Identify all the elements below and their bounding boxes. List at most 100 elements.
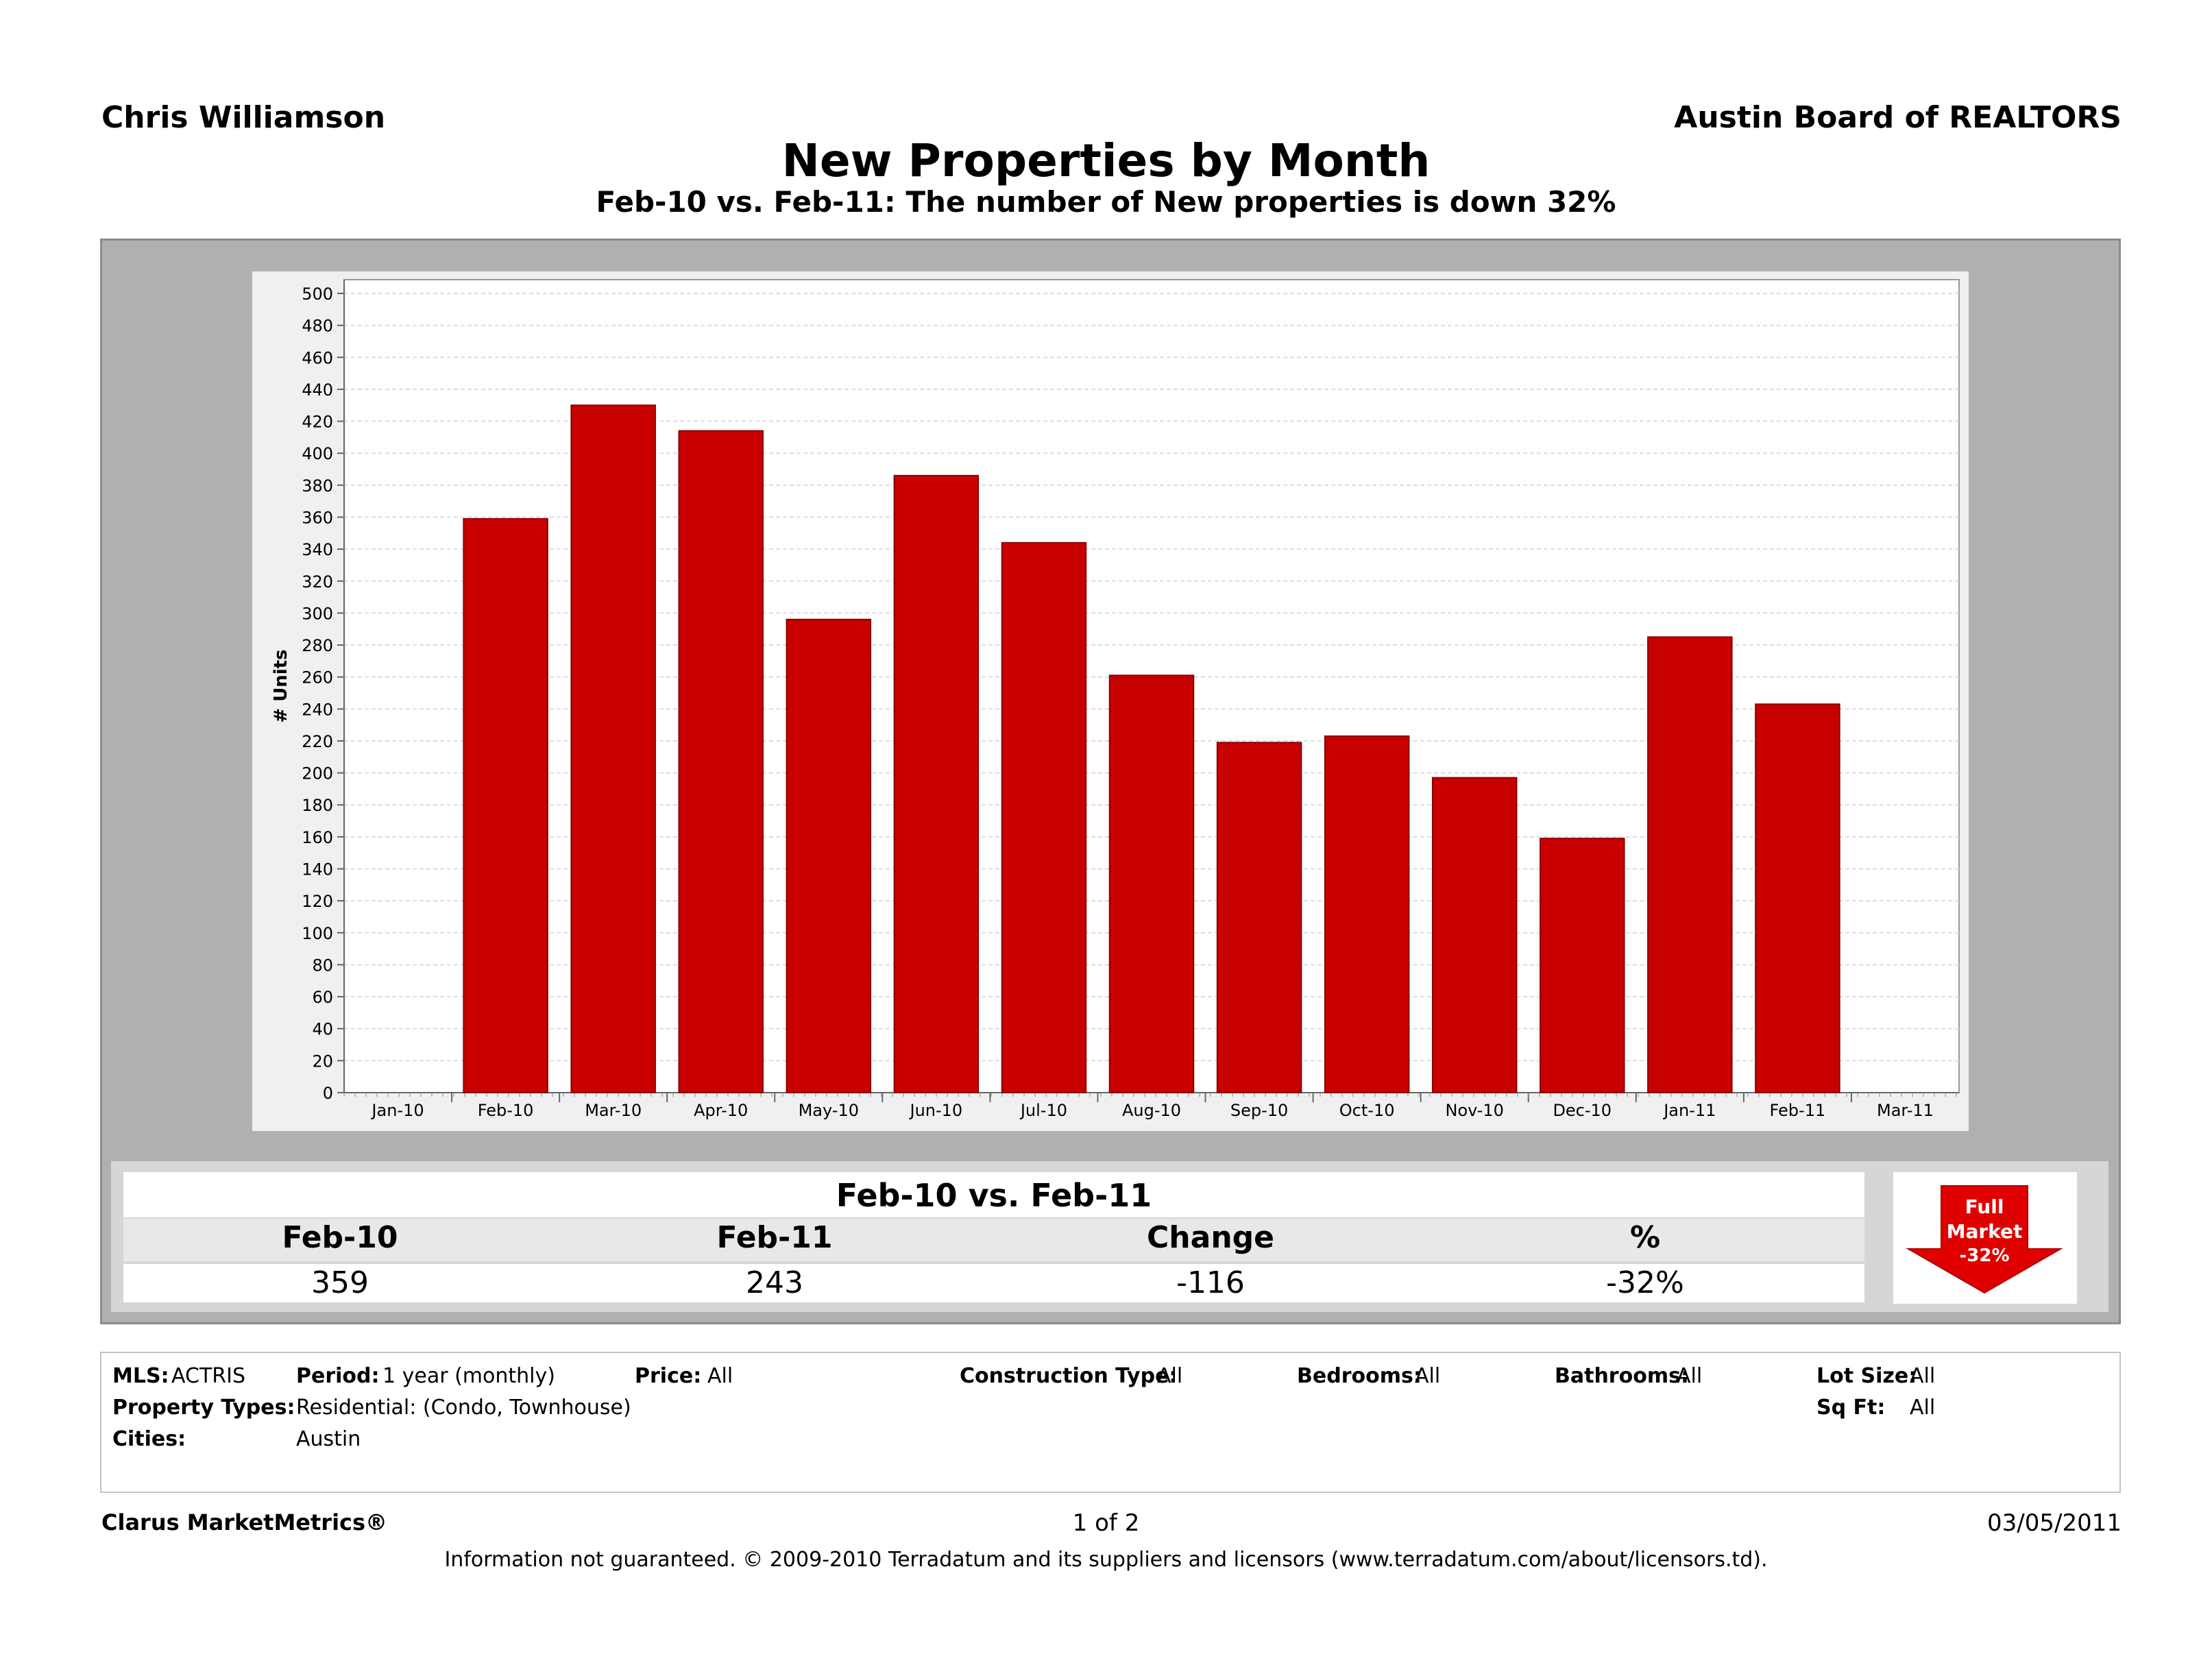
summary-value-change: -116 [1176, 1265, 1245, 1300]
y-tick-label: 380 [302, 476, 333, 496]
y-axis-label: # Units [271, 649, 291, 722]
x-tick-label: Jan-11 [1662, 1101, 1716, 1120]
y-tick-label: 80 [312, 956, 333, 975]
y-tick-label: 220 [302, 732, 333, 751]
bar-oct-10 [1324, 735, 1410, 1093]
board-name: Austin Board of REALTORS [1674, 100, 2122, 135]
x-tick-label: Mar-11 [1877, 1101, 1934, 1120]
y-tick-label: 200 [302, 764, 333, 783]
proptypes-label: Property Types: [112, 1396, 295, 1420]
badge-line3: -32% [1959, 1245, 2009, 1266]
bathrooms-value: All [1677, 1364, 1703, 1388]
agent-name: Chris Williamson [101, 100, 386, 135]
summary-value-prev: 359 [311, 1265, 369, 1300]
bar-jan-11 [1647, 636, 1733, 1093]
summary-value-percent: -32% [1606, 1265, 1684, 1300]
y-tick-label: 280 [302, 636, 333, 655]
y-tick-label: 180 [302, 796, 333, 815]
lotsize-label: Lot Size: [1816, 1364, 1917, 1388]
disclaimer: Information not guaranteed. © 2009-2010 … [444, 1548, 1768, 1572]
cities-value: Austin [296, 1427, 361, 1451]
x-tick-label: Jun-10 [909, 1101, 963, 1120]
summary-header-prev: Feb-10 [282, 1220, 398, 1255]
summary-header-curr: Feb-11 [716, 1220, 833, 1255]
summary-header-change: Change [1147, 1220, 1274, 1255]
y-tick-label: 0 [323, 1084, 333, 1103]
y-tick-label: 360 [302, 508, 333, 527]
bar-dec-10 [1540, 838, 1625, 1093]
summary-header-percent: % [1629, 1220, 1661, 1255]
bedrooms-value: All [1415, 1364, 1441, 1388]
summary-title: Feb-10 vs. Feb-11 [123, 1172, 1864, 1217]
x-tick-label: Feb-10 [478, 1101, 534, 1120]
construction-value: All [1157, 1364, 1183, 1388]
y-tick-label: 20 [312, 1051, 333, 1071]
x-tick-label: Apr-10 [694, 1101, 748, 1120]
y-tick-label: 140 [302, 860, 333, 879]
x-tick-label: Jul-10 [1019, 1101, 1067, 1120]
x-tick-label: Dec-10 [1553, 1101, 1612, 1120]
bar-feb-11 [1755, 703, 1840, 1093]
x-tick-label: May-10 [799, 1101, 859, 1120]
filter-box [100, 1352, 2121, 1493]
bar-jun-10 [893, 474, 980, 1093]
x-tick-label: Oct-10 [1339, 1101, 1395, 1120]
bar-may-10 [786, 618, 872, 1093]
y-tick-label: 160 [302, 828, 333, 847]
mls-value: ACTRIS [171, 1364, 246, 1388]
y-tick-label: 340 [302, 540, 333, 559]
bar-mar-10 [570, 404, 656, 1094]
mls-label: MLS: [112, 1364, 169, 1388]
bathrooms-label: Bathrooms: [1555, 1364, 1689, 1388]
cities-label: Cities: [112, 1427, 186, 1451]
down-arrow-icon: Full Market -32% [1906, 1185, 2063, 1294]
y-tick-label: 320 [302, 572, 333, 592]
y-tick-label: 240 [302, 700, 333, 719]
y-tick-label: 260 [302, 668, 333, 688]
period-value: 1 year (monthly) [382, 1364, 555, 1388]
chart-subtitle: Feb-10 vs. Feb-11: The number of New pro… [596, 185, 1616, 219]
period-label: Period: [296, 1364, 380, 1388]
chart-title: New Properties by Month [781, 134, 1431, 187]
market-badge: Full Market -32% [1893, 1172, 2077, 1304]
y-tick-label: 460 [302, 348, 333, 367]
y-tick-label: 480 [302, 317, 333, 336]
report-date: 03/05/2011 [1987, 1509, 2122, 1537]
bar-feb-10 [463, 518, 548, 1093]
y-tick-label: 420 [302, 413, 333, 432]
y-tick-label: 400 [302, 444, 333, 463]
bar-chart: 0 20 40 60 80 100 120 140 160 180 200 220 240 260 280 3… [271, 279, 1960, 1120]
page-number: 1 of 2 [1072, 1509, 1140, 1537]
x-tick-label: Nov-10 [1445, 1101, 1503, 1120]
bar-apr-10 [678, 430, 764, 1093]
footer-brand: Clarus MarketMetrics® [101, 1509, 388, 1535]
bedrooms-label: Bedrooms: [1297, 1364, 1422, 1388]
sqft-value: All [1910, 1396, 1936, 1420]
badge-line1: Full [1965, 1195, 2004, 1218]
y-tick-label: 60 [312, 988, 333, 1007]
badge-line2: Market [1947, 1220, 2023, 1243]
summary-header-row [123, 1219, 1864, 1261]
x-tick-label: Jan-10 [370, 1101, 424, 1120]
y-tick-label: 100 [302, 924, 333, 943]
x-tick-label: Mar-10 [585, 1101, 642, 1120]
bar-aug-10 [1108, 674, 1195, 1093]
y-tick-label: 300 [302, 604, 333, 623]
bar-nov-10 [1431, 777, 1518, 1093]
price-value: All [707, 1364, 733, 1388]
x-tick-label: Sep-10 [1230, 1101, 1288, 1120]
summary-value-row [123, 1264, 1864, 1302]
bar-sep-10 [1216, 742, 1302, 1093]
y-tick-label: 40 [312, 1020, 333, 1039]
summary-value-curr: 243 [746, 1265, 803, 1300]
y-tick-label: 500 [302, 284, 333, 304]
bar-jul-10 [1001, 542, 1087, 1093]
price-label: Price: [635, 1364, 702, 1388]
proptypes-value: Residential: (Condo, Townhouse) [296, 1396, 631, 1420]
x-tick-label: Feb-11 [1770, 1101, 1826, 1120]
sqft-label: Sq Ft: [1816, 1396, 1886, 1420]
x-tick-label: Aug-10 [1122, 1101, 1181, 1120]
construction-label: Construction Type: [960, 1364, 1178, 1388]
lotsize-value: All [1910, 1364, 1936, 1388]
y-tick-label: 120 [302, 892, 333, 911]
